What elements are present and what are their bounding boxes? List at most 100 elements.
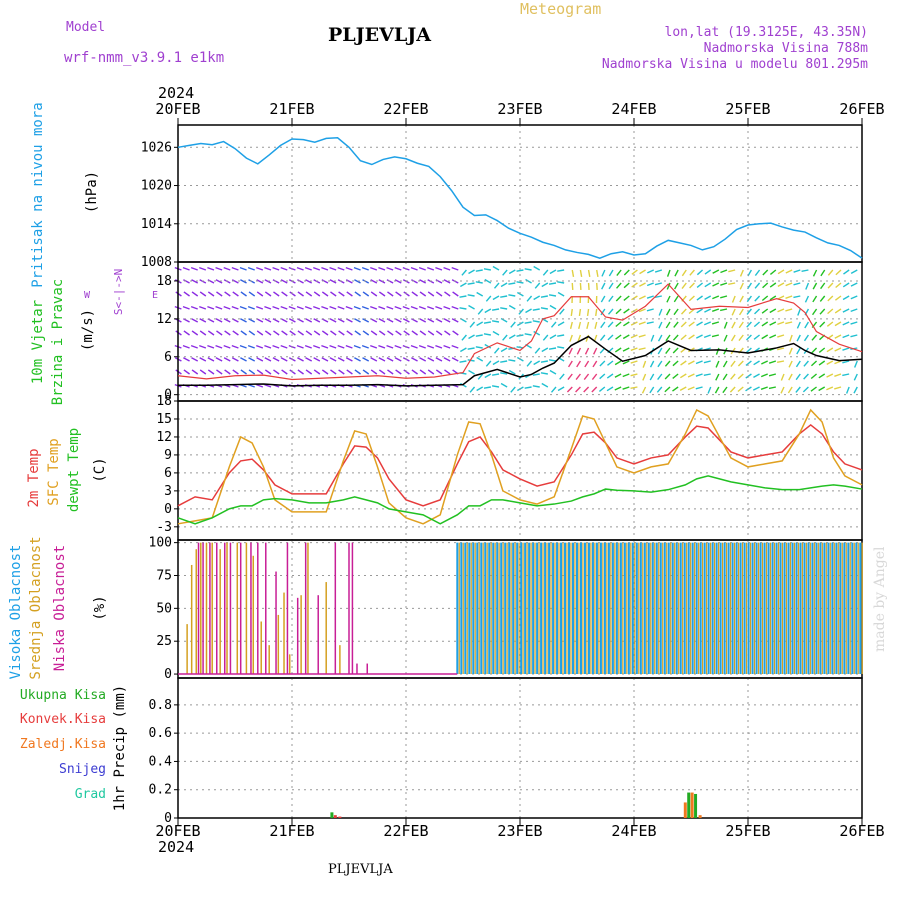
model-altitude-label: Nadmorska Visina u modelu 801.295m [601, 57, 868, 72]
wind-barb [337, 318, 345, 323]
wind-barb [321, 279, 329, 284]
wind-barb [500, 360, 508, 363]
wind-barb [826, 386, 834, 391]
wind-barb [631, 295, 638, 301]
wind-barb [427, 357, 435, 362]
wind-barb [785, 269, 793, 274]
wind-barb [272, 318, 280, 323]
page-title: PLJEVLJA [328, 24, 431, 46]
wind-barb [540, 372, 548, 375]
wind-barb [842, 360, 850, 364]
wind-barb [305, 369, 313, 375]
wind-barb [502, 334, 508, 341]
wind-barb [410, 344, 418, 349]
wind-barb [411, 357, 418, 362]
wind-barb [557, 321, 565, 327]
wind-barb [492, 265, 500, 271]
wind-barb [608, 269, 614, 277]
wind-barb [248, 357, 256, 362]
wind-barb [623, 282, 630, 289]
wind-barb [785, 282, 793, 287]
pressure-series-0 [177, 136, 863, 259]
wind-barb [731, 308, 736, 316]
wind-barb [576, 347, 582, 355]
wind-barb [337, 357, 345, 362]
wind-barb [578, 321, 582, 329]
wind-barb [812, 295, 818, 303]
wind-barb [672, 373, 679, 379]
wind-barb [835, 282, 842, 289]
wind-barb [524, 268, 532, 271]
wind-barb [695, 386, 703, 390]
wind-barb [579, 269, 583, 278]
wind-barb [761, 295, 769, 302]
wind-barb [570, 308, 573, 317]
wind-barb [711, 334, 720, 338]
wind-barb [485, 360, 492, 367]
x-tick-label-top: 23FEB [497, 100, 542, 118]
wind-barb [601, 269, 606, 277]
wind-barb [199, 369, 207, 375]
wind-barb [394, 266, 402, 271]
wind-barb [598, 386, 606, 392]
wind-compass-w: W [84, 290, 91, 301]
wind-barb [608, 282, 614, 290]
wind-barb [215, 279, 223, 284]
wind-barb [569, 334, 573, 342]
wind-barb [427, 344, 435, 349]
wind-barb [754, 282, 761, 289]
wind-barb [688, 308, 695, 315]
wind-barb [191, 330, 199, 336]
wind-barb [345, 357, 353, 362]
wind-barb [272, 305, 280, 310]
wind-barb [215, 344, 223, 349]
temperature-series-0 [177, 424, 863, 507]
wind-barb [532, 320, 540, 323]
wind-barb [777, 334, 785, 338]
wind-barb [239, 344, 247, 349]
wind-barb [696, 282, 704, 288]
wind-barb [768, 386, 776, 390]
wind-barb [427, 318, 435, 323]
wind-barb [785, 308, 793, 312]
wind-barb [810, 386, 817, 392]
wind-barb [533, 295, 541, 301]
wind-barb [762, 269, 769, 276]
wind-barb [223, 266, 231, 271]
precip-bar [698, 815, 702, 818]
wind-barb [215, 318, 223, 323]
wind-barb [777, 282, 785, 288]
wind-barb [793, 282, 801, 286]
wind-barb [586, 308, 590, 317]
wind-unit-label: (m/s) [80, 309, 96, 351]
wind-barb [256, 357, 264, 362]
wind-barb [435, 344, 443, 349]
wind-barb [737, 373, 744, 380]
wind-barb [215, 305, 223, 310]
wind-barb [793, 269, 801, 273]
x-tick-label-bottom: 24FEB [611, 822, 656, 840]
wind-barb [557, 291, 565, 297]
wind-barb [240, 279, 247, 284]
wind-barb [704, 269, 712, 275]
wind-barb [500, 372, 508, 375]
wind-barb [600, 321, 606, 329]
wind-barb [715, 360, 720, 368]
wind-series-1 [177, 283, 863, 381]
wind-barb [747, 269, 753, 277]
wind-barb [231, 357, 239, 362]
wind-barb [707, 386, 712, 394]
wind-barb [467, 282, 475, 285]
wind-barb [508, 369, 516, 375]
wind-barb [804, 295, 810, 303]
wind-barb [418, 344, 426, 349]
wind-barb [264, 266, 272, 271]
y-tick-label: 0.4 [149, 754, 173, 769]
wind-barb [834, 308, 842, 314]
wind-barb [780, 386, 785, 394]
wind-barb [761, 308, 769, 314]
wind-barb [240, 357, 247, 362]
x-tick-label-bottom: 26FEB [839, 822, 884, 840]
wind-barb [394, 279, 402, 284]
wind-barb [646, 295, 654, 299]
